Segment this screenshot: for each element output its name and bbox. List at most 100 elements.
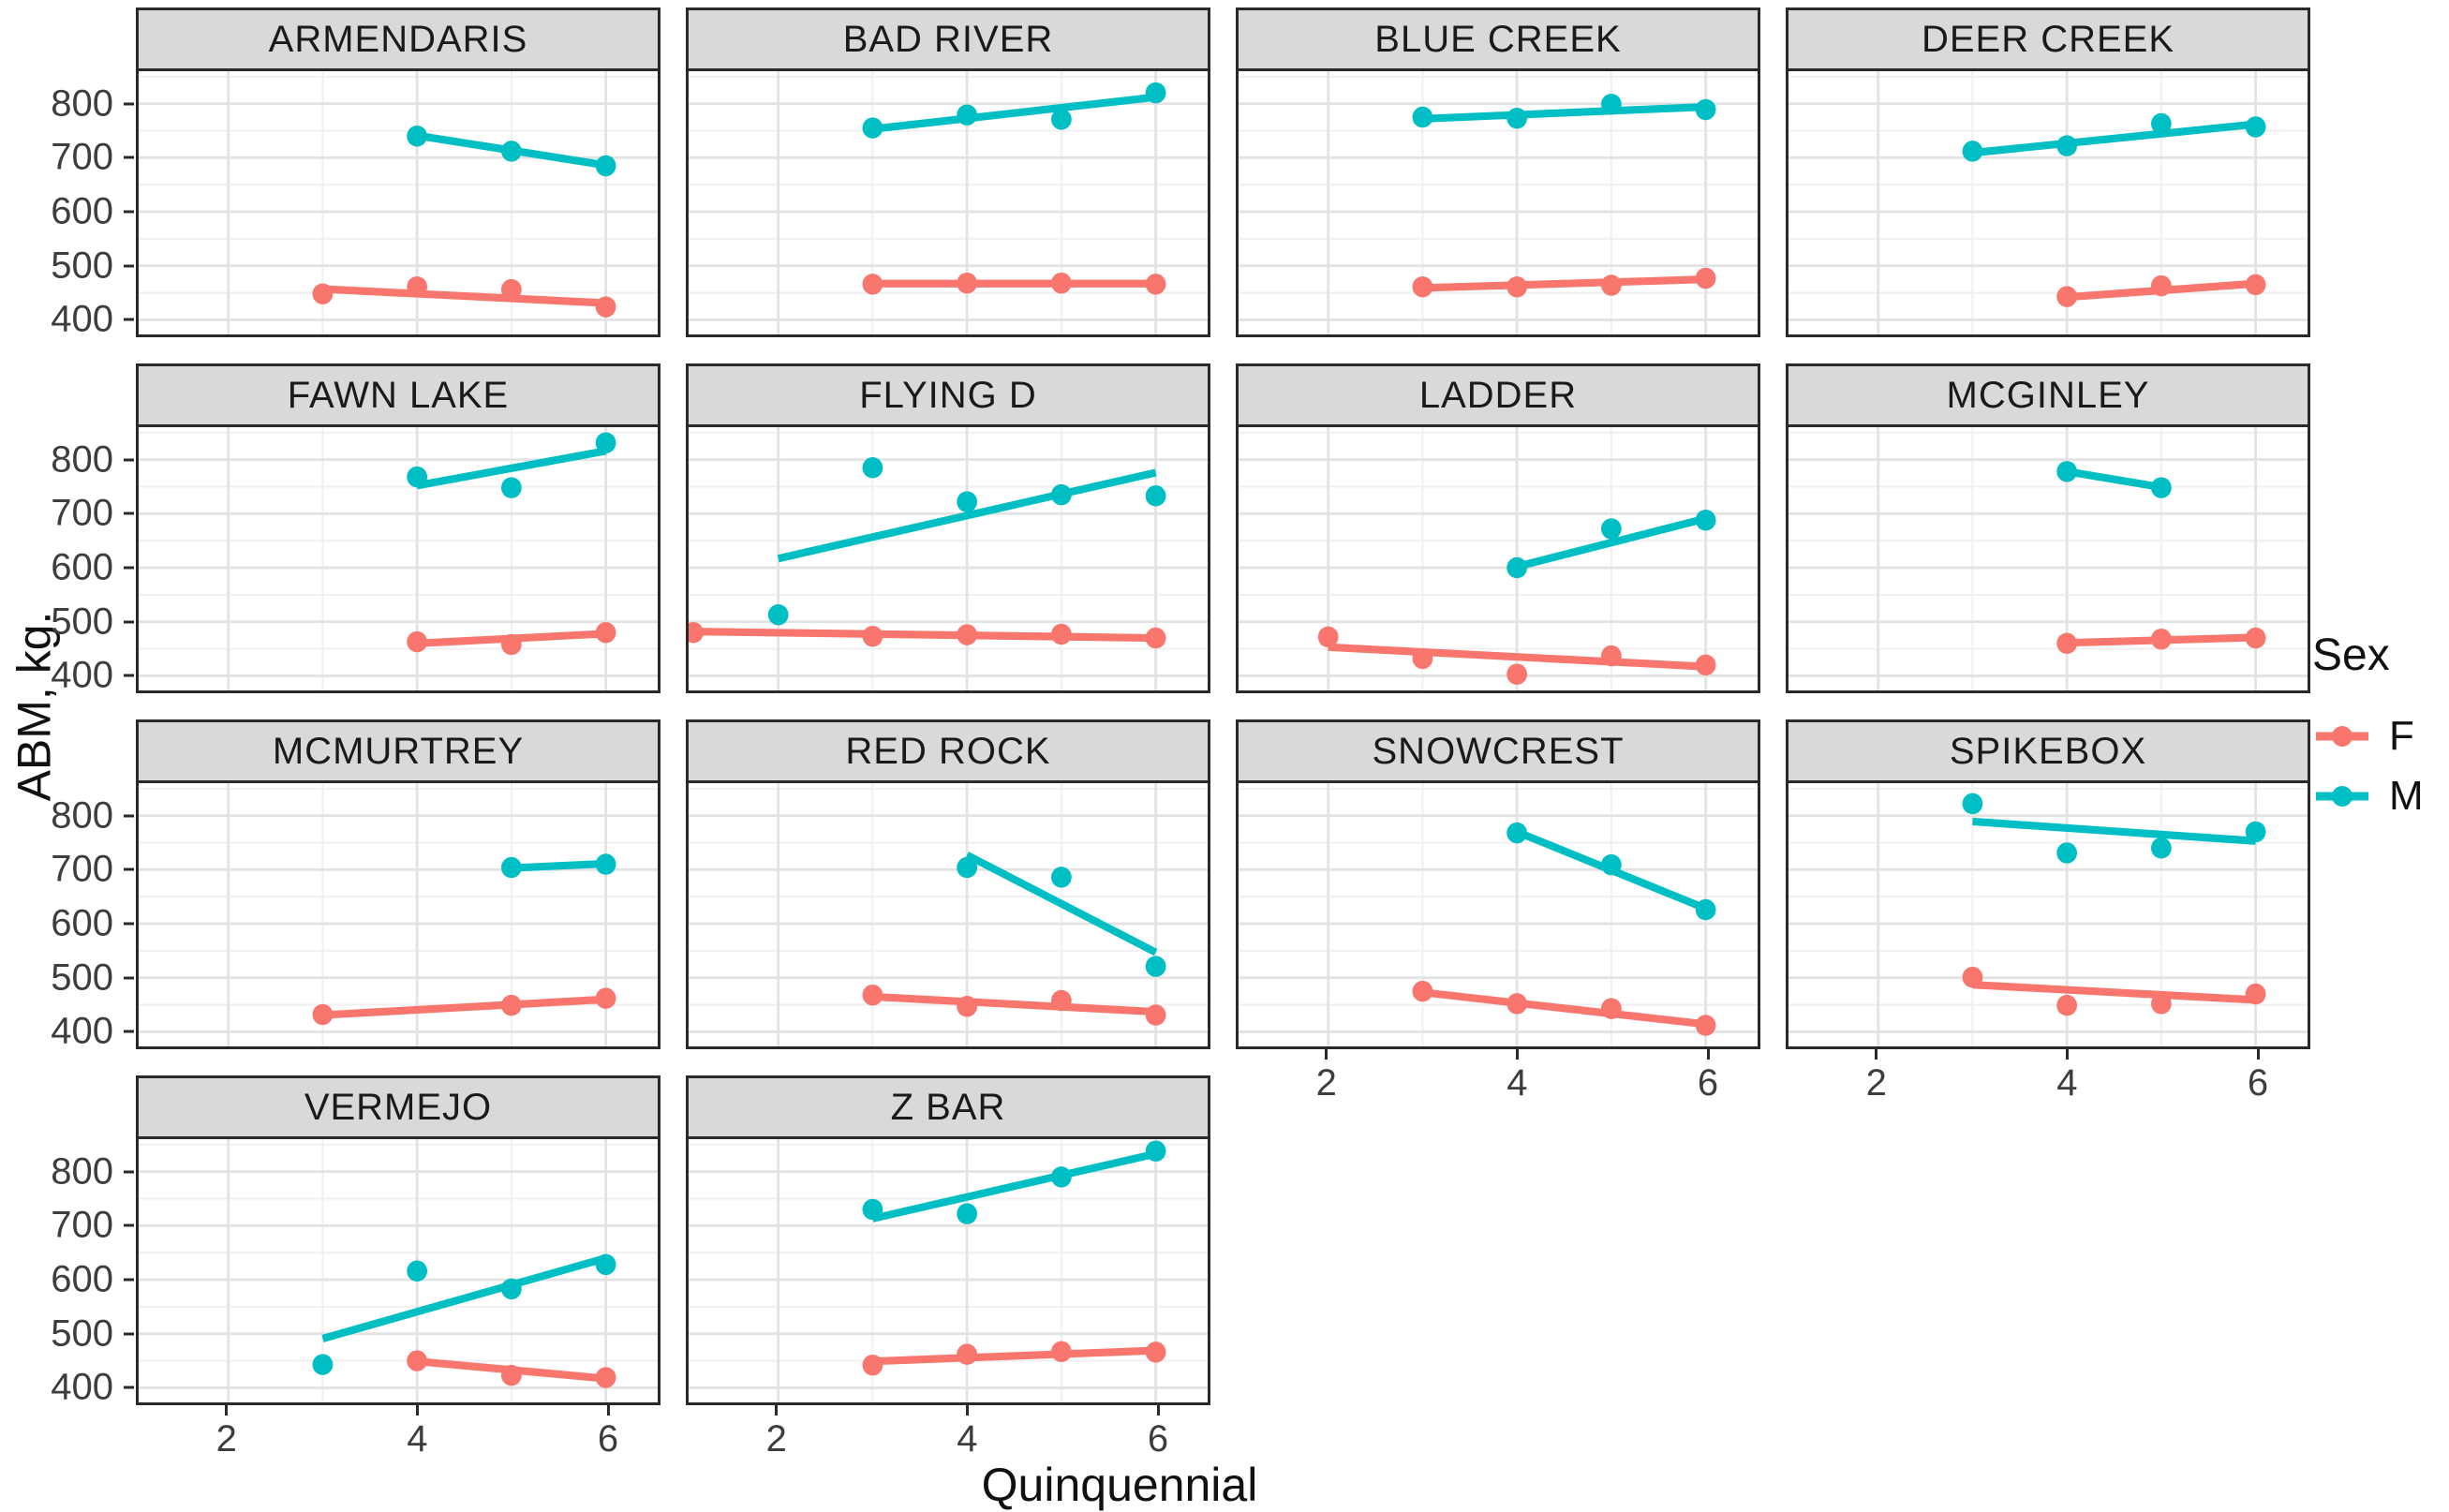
data-point-f [862,626,883,647]
trend-line-f [1422,275,1706,292]
data-point-m [1145,956,1166,977]
y-tick-mark [124,620,134,624]
y-tick-label: 500 [51,1312,113,1355]
x-tick-label: 6 [1147,1418,1169,1460]
y-tick-label: 700 [51,492,113,534]
data-point-f [1050,1341,1072,1363]
facet-panel: SNOWCREST 2 4 6 [1236,719,1760,1104]
data-point-f [2150,993,2172,1015]
data-point-m [2150,477,2172,498]
data-point-m [1050,483,1072,506]
data-point-m [500,1278,522,1300]
x-axis-title: Quinquennial [981,1459,1258,1511]
data-point-m [2056,135,2078,156]
data-point-f [2150,628,2172,650]
y-tick-label: 600 [51,546,113,588]
data-point-f [1412,980,1433,1002]
data-point-m [2245,116,2266,138]
y-tick-mark [124,1278,134,1282]
y-tick-mark [124,1030,134,1033]
facet-strip: LADDER [1236,363,1760,427]
trend-line-f [322,995,606,1019]
data-point-f [595,987,616,1009]
x-tick-label: 4 [1507,1062,1528,1104]
facet-strip: DEER CREEK [1786,7,2310,71]
trend-line-f [1328,643,1706,671]
facet-panel: MCGINLEY [1786,363,2310,693]
plot-svg [1789,71,2308,334]
data-point-m [957,104,978,126]
data-point-m [1507,822,1528,844]
plot-svg [1789,427,2308,690]
facet-panel: FAWN LAKE [136,363,660,693]
y-tick-label: 600 [51,190,113,232]
data-point-f [1050,272,1072,294]
data-point-m [1600,853,1622,876]
y-tick-mark [124,867,134,871]
y-tick-mark [124,814,134,818]
x-axis: 2 4 6 [1236,1049,1760,1107]
data-point-f [2245,274,2266,296]
facet-title: BLUE CREEK [1374,18,1622,60]
trend-line-m [965,852,1158,956]
facet-title: MCMURTREY [272,730,525,772]
facet-title: ARMENDARIS [268,18,528,60]
y-tick-mark [124,1386,134,1389]
data-point-f [2245,983,2266,1005]
y-tick-mark [124,976,134,980]
trend-line-f [872,1346,1156,1366]
data-point-m [1962,793,1983,815]
y-tick-label: 500 [51,956,113,999]
data-point-m [862,117,883,139]
data-point-f [1600,998,1622,1019]
y-tick-label: 500 [51,245,113,287]
x-tick-label: 4 [957,1418,978,1460]
y-tick-label: 800 [51,82,113,125]
x-tick-mark [775,1405,779,1416]
facet-panel: BAD RIVER [686,7,1210,337]
y-tick-mark [124,1223,134,1227]
data-point-m [957,491,978,512]
data-point-f [312,283,334,304]
plot-area [136,1139,660,1405]
plot-svg [1239,783,1758,1046]
data-point-f [595,622,616,644]
legend-label-f: F [2389,713,2414,759]
facet-panel: BLUE CREEK [1236,7,1760,337]
data-point-f [407,630,428,653]
data-point-m [500,856,522,879]
y-tick-label: 400 [51,298,113,340]
x-tick-label: 2 [215,1418,237,1460]
x-tick-mark [1156,1405,1160,1416]
data-point-m [1695,98,1716,121]
trend-line-f [1421,988,1707,1029]
data-point-f [1412,275,1433,298]
x-tick-mark [1325,1049,1328,1060]
data-point-m [1695,898,1716,921]
facet-strip: MCMURTREY [136,719,660,783]
data-point-m [1050,1166,1072,1188]
data-point-m [1050,867,1072,888]
data-point-m [2150,112,2172,135]
plot-svg [139,783,658,1046]
plot-svg [139,1139,658,1402]
data-point-f [500,994,522,1016]
data-point-m [407,126,428,147]
y-tick-mark [124,1332,134,1336]
facet-panel: Z BAR 2 4 6 [686,1075,1210,1460]
data-point-f [957,272,978,294]
y-tick-mark [124,102,134,106]
facet-strip: ARMENDARIS [136,7,660,71]
trend-line-m [2066,467,2162,492]
plot-area [1236,427,1760,693]
x-tick-label: 2 [1315,1062,1337,1104]
data-point-f [1600,274,1622,296]
data-point-f [2056,286,2078,307]
data-point-f [862,1354,883,1376]
y-tick-mark [124,264,134,268]
trend-line-m [1422,102,1706,123]
data-point-f [1962,966,1983,988]
data-point-m [862,1198,883,1221]
data-point-f [2056,632,2078,655]
legend-item-m: M [2312,773,2449,820]
